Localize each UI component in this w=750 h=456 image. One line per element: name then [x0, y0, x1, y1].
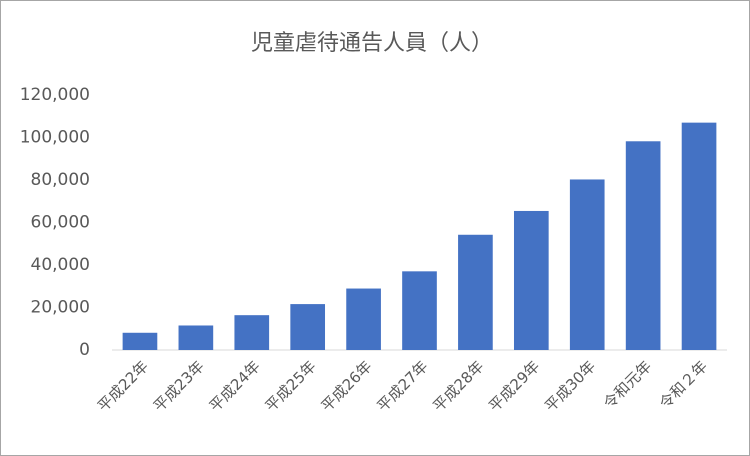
y-tick-label: 0 [79, 340, 90, 360]
bar [346, 288, 381, 350]
bar [513, 210, 549, 350]
y-tick-label: 20,000 [31, 298, 90, 318]
bar [681, 122, 717, 350]
bar [122, 332, 158, 350]
y-tick-label: 80,000 [31, 170, 90, 190]
bar [178, 325, 214, 350]
bar [402, 271, 437, 350]
chart-title: 児童虐待通告人員（人） [251, 31, 493, 56]
bar [625, 141, 661, 350]
bar [569, 179, 605, 350]
y-tick-label: 60,000 [31, 213, 90, 233]
y-tick-label: 120,000 [20, 85, 90, 105]
bar [234, 315, 270, 350]
bar [290, 304, 326, 350]
bar [458, 234, 493, 350]
y-tick-label: 100,000 [20, 128, 90, 148]
y-tick-label: 40,000 [31, 255, 90, 275]
